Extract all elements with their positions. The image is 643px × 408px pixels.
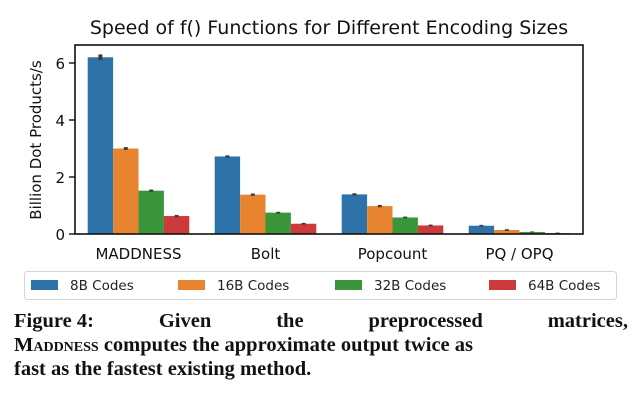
bar-32b-codes-bolt	[265, 212, 291, 234]
bar-64b-codes-popcount	[417, 225, 444, 234]
bars-layer	[87, 57, 571, 234]
bar-32b-codes-maddness	[138, 190, 164, 234]
caption-line-3: fast as the fastest existing method.	[14, 358, 312, 380]
bar-16b-codes-popcount	[367, 206, 393, 234]
y-tick-label: 4	[55, 112, 65, 130]
caption-line-1: Figure 4: Given the preprocessed matrice…	[14, 309, 628, 333]
legend-label: 32B Codes	[374, 278, 446, 294]
x-tick-label: Popcount	[358, 245, 428, 263]
chart-title: Speed of f() Functions for Different Enc…	[90, 17, 568, 39]
legend-frame	[24, 271, 617, 300]
legend-label: 16B Codes	[217, 278, 289, 294]
caption-word: matrices,	[547, 310, 628, 332]
legend-swatch	[489, 280, 516, 290]
legend: 8B Codes 16B Codes 32B Codes 64B Codes	[24, 271, 617, 300]
caption-word: the	[276, 310, 304, 332]
y-axis-label: Billion Dot Products/s	[27, 60, 45, 220]
caption-figure-label: Figure 4:	[14, 310, 94, 332]
bar-8b-codes-bolt	[214, 156, 241, 234]
caption-text: computes the approximate output twice as	[98, 334, 473, 356]
bar-16b-codes-bolt	[240, 194, 266, 234]
x-tick-label: PQ / OPQ	[485, 245, 553, 263]
x-tick-label: Bolt	[251, 245, 281, 263]
bar-32b-codes-popcount	[392, 217, 418, 234]
error-bars-layer	[98, 54, 560, 234]
caption-word: Given	[158, 310, 212, 332]
caption-word: preprocessed	[368, 310, 483, 332]
x-tick-label: MADDNESS	[95, 245, 181, 263]
legend-swatch	[31, 280, 58, 290]
legend-label: 8B Codes	[70, 278, 134, 294]
bar-32b-codes-pq-opq	[519, 232, 545, 234]
plot-frame	[74, 44, 584, 235]
y-tick-label: 0	[55, 226, 65, 244]
bar-64b-codes-maddness	[163, 216, 190, 234]
bar-8b-codes-maddness	[87, 57, 114, 234]
legend-swatch	[178, 280, 205, 290]
legend-swatch	[335, 280, 362, 290]
caption-method-name: Maddness	[14, 334, 99, 356]
bar-8b-codes-pq-opq	[468, 225, 495, 234]
y-axis: 0 2 4 6	[55, 55, 75, 244]
bar-8b-codes-popcount	[341, 194, 368, 234]
bar-chart: Speed of f() Functions for Different Enc…	[24, 17, 617, 300]
y-tick-label: 2	[55, 169, 65, 187]
legend-label: 64B Codes	[528, 278, 600, 294]
figure-caption: Figure 4: Given the preprocessed matrice…	[14, 309, 628, 381]
caption-line-2: Maddness computes the approximate output…	[14, 333, 628, 357]
bar-64b-codes-bolt	[290, 223, 317, 234]
y-tick-label: 6	[55, 55, 65, 73]
x-axis: MADDNESS Bolt Popcount PQ / OPQ	[95, 245, 553, 263]
bar-16b-codes-pq-opq	[494, 230, 520, 234]
bar-16b-codes-maddness	[113, 148, 139, 234]
